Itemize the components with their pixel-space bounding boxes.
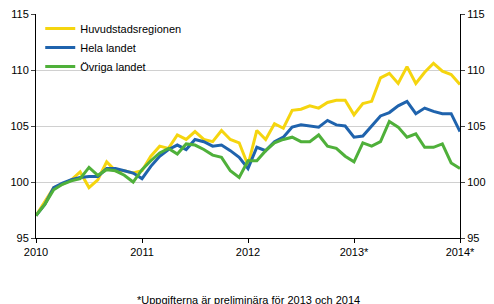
svg-text:110: 110 <box>11 64 29 76</box>
svg-text:105: 105 <box>10 120 28 132</box>
svg-text:105: 105 <box>467 120 485 132</box>
svg-text:Huvudstadsregionen: Huvudstadsregionen <box>80 23 181 35</box>
svg-text:Övriga landet: Övriga landet <box>80 61 145 73</box>
svg-text:100: 100 <box>10 176 28 188</box>
svg-text:2014*: 2014* <box>446 246 475 258</box>
svg-text:95: 95 <box>17 232 29 244</box>
svg-text:2010: 2010 <box>24 246 48 258</box>
svg-text:*Uppgifterna är preliminära fö: *Uppgifterna är preliminära för 2013 och… <box>137 294 360 304</box>
svg-text:95: 95 <box>467 232 479 244</box>
svg-text:2012: 2012 <box>236 246 260 258</box>
svg-text:100: 100 <box>467 176 485 188</box>
svg-text:Hela landet: Hela landet <box>80 42 136 54</box>
svg-text:110: 110 <box>467 64 485 76</box>
svg-text:115: 115 <box>467 8 485 20</box>
svg-text:2013*: 2013* <box>340 246 369 258</box>
svg-text:115: 115 <box>11 8 29 20</box>
svg-text:2011: 2011 <box>130 246 154 258</box>
